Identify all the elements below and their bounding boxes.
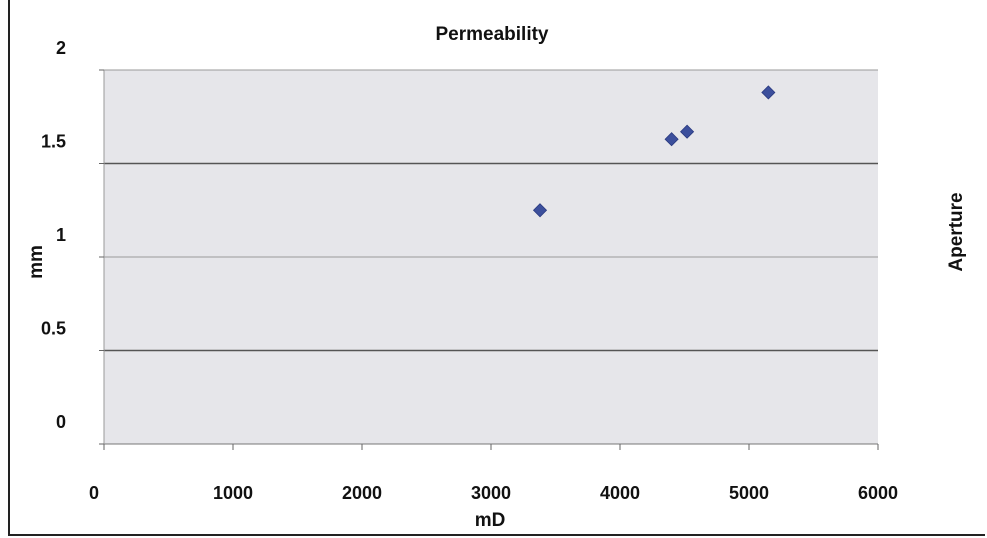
y-axis-ticks: 0 0.5 1 1.5 2	[41, 38, 104, 445]
data-point	[680, 124, 695, 139]
x-tick-label: 1000	[213, 483, 253, 503]
x-tick-label: 3000	[471, 483, 511, 503]
x-tick-label: 4000	[600, 483, 640, 503]
y-axis-label: mm	[26, 245, 47, 279]
y-tick-label: 1	[56, 225, 66, 245]
x-tick-label: 2000	[342, 483, 382, 503]
data-point	[761, 85, 776, 100]
y-tick-label: 0	[56, 412, 66, 432]
y-tick-label: 2	[56, 38, 66, 58]
x-tick-label: 5000	[729, 483, 769, 503]
data-point	[532, 203, 548, 218]
x-tick-label: 0	[89, 483, 99, 503]
aperture-label: Aperture	[946, 192, 967, 271]
y-tick-label: 0.5	[41, 319, 66, 339]
x-axis-ticks: 0 1000 2000 3000 4000 5000 6000	[89, 444, 898, 503]
x-tick-label: 6000	[858, 483, 898, 503]
x-axis-label: mD	[475, 510, 506, 531]
chart-frame	[8, 0, 985, 536]
y-tick-label: 1.5	[41, 132, 66, 152]
data-points	[532, 85, 776, 218]
data-point	[664, 132, 679, 147]
chart-title: Permeability	[436, 24, 549, 45]
